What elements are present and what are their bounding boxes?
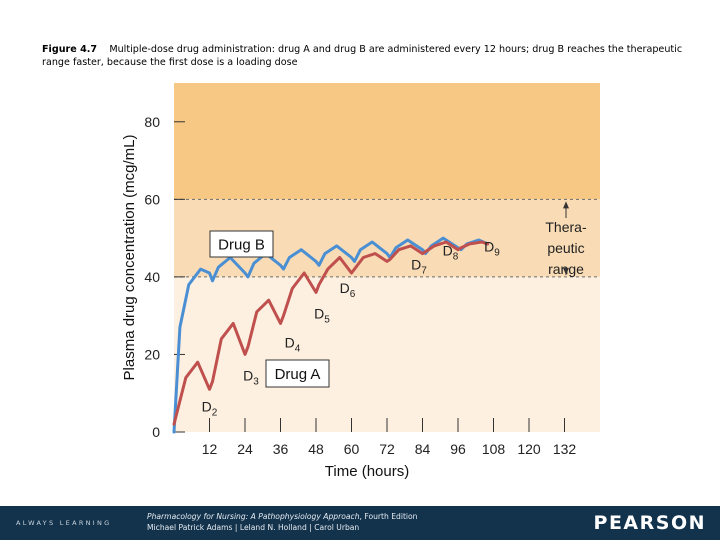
x-tick-label: 120 [517, 441, 541, 457]
therapeutic-range-label: peutic [547, 240, 584, 256]
x-tick-label: 24 [237, 441, 253, 457]
x-tick-label: 36 [273, 441, 289, 457]
legend-drug-a: Drug A [265, 359, 330, 388]
y-tick-label: 60 [144, 191, 160, 207]
figure-label: Figure 4.7 [42, 44, 98, 55]
y-axis-label: Plasma drug concentration (mcg/mL) [121, 135, 138, 381]
series-line-drug-a [172, 240, 490, 426]
figure-caption-text: Multiple-dose drug administration: drug … [42, 44, 683, 68]
footer-tagline: ALWAYS LEARNING [16, 519, 112, 527]
x-tick-label: 96 [450, 441, 466, 457]
concentration-chart: 0 20 40 60 80 12 24 36 48 60 72 84 96 108 120 132 D2 D3 D… [121, 83, 600, 480]
series-line-drug-b [172, 236, 490, 434]
therapeutic-range-label: Thera- [545, 219, 587, 235]
dose-label: D2 [202, 398, 218, 418]
book-authors: Michael Patrick Adams | Leland N. Hollan… [147, 522, 360, 532]
book-title: Pharmacology for Nursing: A Pathophysiol… [147, 512, 360, 521]
x-axis-label: Time (hours) [325, 463, 409, 480]
dose-label: D3 [243, 367, 259, 387]
legend-drug-b-label: Drug B [218, 237, 265, 254]
y-tick-label: 40 [144, 269, 160, 285]
above-range-band [174, 83, 600, 200]
x-tick-label: 60 [344, 441, 360, 457]
x-tick-label: 48 [308, 441, 324, 457]
y-tick-label: 80 [144, 114, 160, 130]
legend-drug-a-box [265, 359, 330, 388]
x-tick-label: 132 [553, 441, 577, 457]
x-tick-label: 12 [202, 441, 218, 457]
y-tick-label: 20 [144, 346, 160, 362]
below-range-band [174, 276, 600, 432]
y-tick-label: 0 [152, 424, 160, 440]
dose-label: D4 [285, 334, 301, 354]
dose-label: D5 [314, 305, 330, 325]
x-tick-label: 72 [379, 441, 395, 457]
range-arrow-down-icon [563, 267, 569, 275]
legend-drug-b: Drug B [209, 230, 274, 258]
footer-bar: ALWAYS LEARNING Pharmacology for Nursing… [0, 506, 720, 540]
dose-label: D6 [340, 280, 356, 300]
range-arrow-up-icon [563, 201, 569, 209]
dose-label: D9 [484, 239, 500, 259]
x-tick-label: 84 [415, 441, 431, 457]
figure-caption: Figure 4.7 Multiple-dose drug administra… [42, 43, 702, 69]
footer-credit: Pharmacology for Nursing: A Pathophysiol… [147, 512, 418, 533]
publisher-logo: PEARSON [593, 512, 706, 534]
legend-drug-b-box [209, 230, 274, 258]
x-tick-label: 108 [482, 441, 506, 457]
dose-label: D7 [411, 256, 427, 276]
book-edition: , Fourth Edition [359, 512, 418, 521]
legend-drug-a-label: Drug A [275, 366, 321, 383]
dose-label: D8 [443, 243, 459, 263]
